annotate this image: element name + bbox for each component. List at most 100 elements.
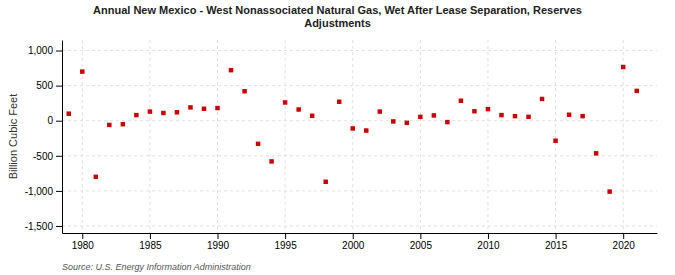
tick-mark bbox=[285, 233, 286, 239]
point bbox=[418, 115, 422, 119]
tick: 2005 bbox=[410, 233, 433, 251]
tick: 2020 bbox=[613, 233, 636, 251]
tick: 2010 bbox=[477, 233, 500, 251]
point bbox=[94, 175, 98, 179]
tick-mark bbox=[82, 233, 83, 239]
tick-label: -500 bbox=[33, 151, 53, 162]
point bbox=[202, 107, 206, 111]
tick-mark bbox=[56, 191, 62, 192]
axis-line bbox=[63, 233, 658, 234]
grid-line bbox=[217, 40, 218, 233]
tick-mark bbox=[56, 226, 62, 227]
point bbox=[513, 114, 517, 118]
point bbox=[296, 107, 300, 111]
point bbox=[405, 121, 409, 125]
source: Source: U.S. Energy Information Administ… bbox=[62, 262, 251, 272]
grid-line bbox=[62, 120, 657, 121]
tick: -1,000 bbox=[25, 186, 62, 197]
point bbox=[499, 113, 503, 117]
point bbox=[283, 100, 287, 104]
grid bbox=[62, 40, 657, 233]
grid-line bbox=[149, 40, 150, 233]
point bbox=[269, 159, 273, 163]
point bbox=[526, 115, 530, 119]
tick-label: 2000 bbox=[342, 240, 365, 251]
tick: 1990 bbox=[207, 233, 230, 251]
grid-line bbox=[62, 155, 657, 156]
tick-label: 1980 bbox=[72, 240, 95, 251]
grid-line bbox=[285, 40, 286, 233]
point bbox=[378, 109, 382, 113]
grid-line bbox=[352, 40, 353, 233]
tick-mark bbox=[56, 156, 62, 157]
grid-line bbox=[82, 40, 83, 233]
tick-mark bbox=[150, 233, 151, 239]
grid-line bbox=[62, 50, 657, 51]
point bbox=[634, 89, 638, 93]
tick-mark bbox=[488, 233, 489, 239]
tick: -1,500 bbox=[25, 221, 62, 232]
tick-mark bbox=[218, 233, 219, 239]
tick-mark bbox=[56, 121, 62, 122]
point bbox=[351, 126, 355, 130]
point bbox=[310, 114, 314, 118]
tick-mark bbox=[420, 233, 421, 239]
point bbox=[364, 128, 368, 132]
point bbox=[67, 111, 71, 115]
tick-label: 1990 bbox=[207, 240, 230, 251]
point bbox=[337, 100, 341, 104]
grid-line bbox=[62, 225, 657, 226]
point bbox=[486, 107, 490, 111]
y-axis-title: Billion Cubic Feet bbox=[7, 94, 19, 180]
point bbox=[256, 142, 260, 146]
tick-label: 2010 bbox=[477, 240, 500, 251]
tick-label: 2020 bbox=[613, 240, 636, 251]
point bbox=[148, 109, 152, 113]
tick: 0 bbox=[47, 115, 62, 126]
tick: 2015 bbox=[545, 233, 568, 251]
tick-label: 500 bbox=[36, 80, 53, 91]
grid-line bbox=[487, 40, 488, 233]
point bbox=[134, 113, 138, 117]
tick: 2000 bbox=[342, 233, 365, 251]
point bbox=[161, 111, 165, 115]
point bbox=[459, 98, 463, 102]
point bbox=[242, 89, 246, 93]
tick-mark bbox=[623, 233, 624, 239]
tick-mark bbox=[556, 233, 557, 239]
point bbox=[121, 122, 125, 126]
point bbox=[621, 65, 625, 69]
grid-line bbox=[62, 190, 657, 191]
point bbox=[229, 68, 233, 72]
point bbox=[175, 110, 179, 114]
tick-label: 0 bbox=[47, 115, 53, 126]
point bbox=[445, 120, 449, 124]
tick: 1985 bbox=[139, 233, 162, 251]
point bbox=[80, 69, 84, 73]
grid-line bbox=[420, 40, 421, 233]
point bbox=[323, 180, 327, 184]
point bbox=[567, 113, 571, 117]
point bbox=[215, 106, 219, 110]
tick-mark bbox=[353, 233, 354, 239]
axis-line bbox=[62, 41, 63, 234]
y-axis: -1,500-1,000-50005001,000 bbox=[25, 41, 63, 234]
tick-label: 2015 bbox=[545, 240, 568, 251]
tick-label: 1995 bbox=[275, 240, 298, 251]
point bbox=[391, 119, 395, 123]
point bbox=[594, 151, 598, 155]
point bbox=[472, 109, 476, 113]
grid-line bbox=[555, 40, 556, 233]
point bbox=[432, 113, 436, 117]
plot: 1980 1985 1990 1995 2000 2005 2010 2015 2020 -1,5… bbox=[25, 40, 658, 251]
tick: -500 bbox=[33, 151, 62, 162]
point bbox=[540, 97, 544, 101]
point bbox=[553, 138, 557, 142]
tick-mark bbox=[56, 86, 62, 87]
point bbox=[607, 189, 611, 193]
grid-line bbox=[62, 85, 657, 86]
point bbox=[107, 123, 111, 127]
x-axis: 1980 1985 1990 1995 2000 2005 2010 2015 2020 bbox=[63, 233, 658, 251]
tick-label: 2005 bbox=[410, 240, 433, 251]
tick-label: -1,000 bbox=[25, 186, 54, 197]
